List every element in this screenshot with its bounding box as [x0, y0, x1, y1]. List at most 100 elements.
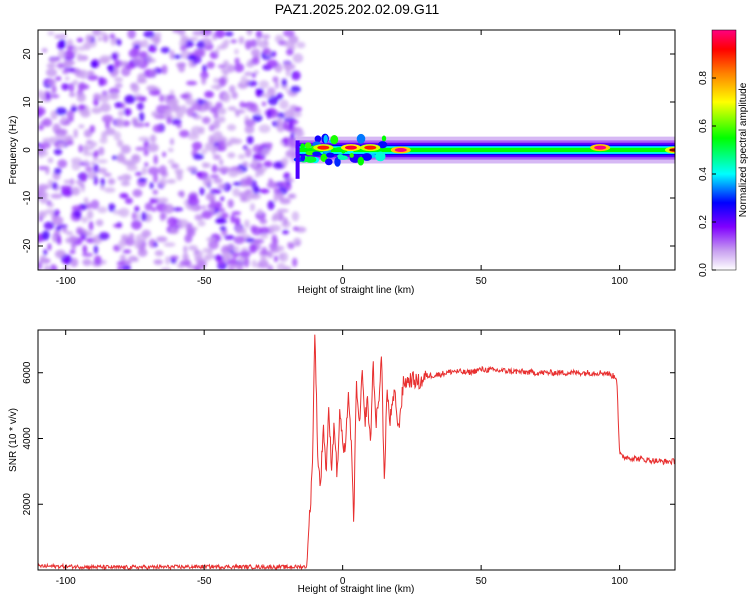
noise-blob [47, 157, 54, 164]
noise-blob [78, 144, 84, 153]
noise-blob [180, 94, 190, 99]
noise-blob [287, 241, 294, 247]
noise-blob [149, 182, 154, 189]
noise-blob [131, 220, 142, 230]
noise-blob [237, 170, 244, 175]
noise-blob [253, 238, 265, 244]
noise-blob [135, 146, 146, 151]
noise-blob [202, 247, 212, 254]
noise-blob [98, 77, 108, 86]
onset-blob [325, 158, 333, 166]
noise-blob [107, 64, 115, 73]
noise-blob [180, 44, 187, 52]
noise-blob [128, 49, 139, 58]
noise-blob [226, 124, 237, 131]
noise-blob [199, 187, 205, 196]
noise-blob [285, 150, 294, 158]
noise-blob [99, 31, 107, 37]
noise-blob [167, 216, 177, 227]
onset-blob [326, 152, 335, 158]
noise-blob [269, 224, 281, 232]
noise-blob [76, 37, 84, 43]
noise-blob [255, 168, 266, 174]
noise-blob [176, 171, 183, 181]
noise-blob [193, 114, 203, 120]
noise-blob [121, 264, 131, 270]
noise-blob [200, 148, 208, 155]
noise-blob [64, 76, 70, 81]
noise-blob [132, 57, 144, 67]
noise-blob [284, 109, 295, 119]
noise-blob [86, 202, 93, 210]
noise-blob [206, 237, 217, 242]
noise-blob [81, 172, 87, 183]
noise-blob [227, 199, 234, 209]
noise-blob [288, 120, 294, 131]
noise-blob [97, 206, 108, 214]
onset-streak [295, 140, 300, 179]
noise-blob [166, 116, 172, 125]
noise-blob [240, 75, 247, 86]
noise-blob [38, 233, 43, 243]
noise-blob [283, 136, 288, 147]
noise-blob [196, 171, 202, 177]
noise-blob [53, 209, 60, 217]
noise-blob [43, 266, 52, 270]
noise-blob [267, 142, 272, 151]
noise-blob [83, 144, 89, 154]
onset-blob [375, 151, 386, 162]
noise-blob [154, 250, 164, 257]
noise-blob [78, 183, 85, 188]
noise-blob [228, 137, 238, 144]
noise-blob [99, 137, 108, 144]
noise-blob [141, 39, 149, 49]
noise-blob [163, 203, 174, 214]
noise-blob [38, 261, 43, 270]
noise-blob [132, 189, 143, 198]
noise-blob [277, 112, 286, 119]
noise-blob [42, 197, 49, 204]
noise-blob [218, 107, 227, 115]
noise-blob [204, 90, 215, 98]
noise-blob [261, 93, 273, 99]
noise-blob [108, 92, 118, 100]
peak-core [345, 145, 357, 150]
noise-blob [276, 117, 283, 126]
noise-blob [202, 116, 211, 125]
noise-blob [262, 47, 271, 55]
noise-blob [85, 34, 93, 43]
noise-blob [249, 193, 261, 200]
noise-blob [273, 255, 279, 263]
noise-blob [213, 177, 223, 184]
noise-blob [203, 256, 211, 262]
x-tick-label: -100 [56, 576, 76, 587]
noise-blob [187, 197, 200, 206]
noise-blob [263, 160, 273, 168]
onset-blob [312, 151, 321, 157]
noise-blob [251, 259, 257, 268]
noise-blob [239, 101, 246, 108]
noise-blob [215, 101, 223, 109]
noise-blob [169, 138, 175, 146]
noise-blob [52, 123, 61, 134]
noise-blob [161, 64, 168, 75]
noise-blob [38, 106, 46, 116]
noise-blob [57, 142, 67, 148]
noise-blob [39, 255, 47, 264]
noise-blob [160, 267, 171, 270]
snr-y-ticks: 2000 4000 6000 [22, 361, 675, 515]
colorbar-tick-label: 0.4 [698, 167, 709, 181]
y-tick-label: 6000 [22, 361, 33, 384]
noise-blob [267, 264, 274, 270]
noise-blob [69, 249, 76, 254]
onset-blob [304, 142, 312, 149]
noise-blob [226, 64, 236, 73]
noise-blob [216, 217, 225, 224]
noise-blob [134, 205, 140, 213]
noise-blob [177, 219, 189, 228]
noise-blob [68, 92, 76, 98]
noise-blob [146, 85, 158, 92]
noise-blob [200, 30, 213, 37]
noise-blob [72, 79, 79, 86]
noise-blob [212, 154, 221, 161]
